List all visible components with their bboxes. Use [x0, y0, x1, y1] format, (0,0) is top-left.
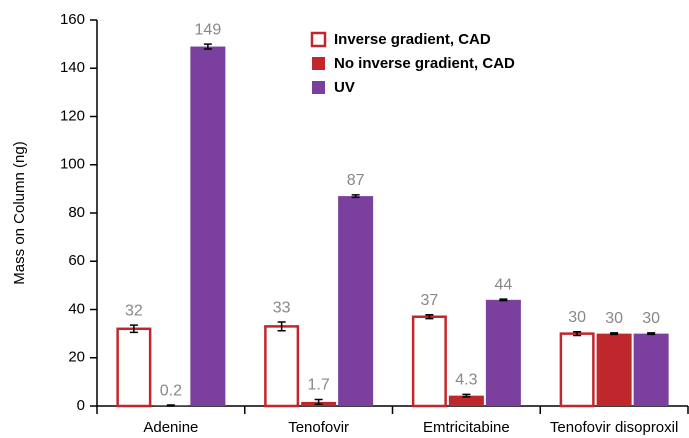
legend-swatch [310, 31, 327, 48]
value-label: 4.3 [455, 372, 477, 389]
y-tick-label: 140 [60, 59, 85, 76]
bar [485, 299, 521, 406]
x-tick-label: Tenofovir disoproxil [550, 419, 678, 436]
error-bar [573, 330, 582, 337]
y-tick-label: 120 [60, 107, 85, 124]
y-tick-label: 160 [60, 11, 85, 28]
bar [559, 332, 595, 408]
value-label: 30 [568, 309, 586, 326]
legend-label: UV [334, 79, 355, 96]
error-bar [277, 321, 286, 332]
value-label: 30 [642, 310, 660, 327]
error-bar [647, 332, 656, 336]
y-tick-label: 100 [60, 156, 85, 173]
y-tick-label: 60 [68, 252, 85, 269]
y-tick-label: 20 [68, 349, 85, 366]
error-bar [610, 332, 619, 336]
x-tick-label: Adenine [143, 419, 198, 436]
error-bar [351, 194, 360, 199]
error-bar [129, 324, 138, 334]
bar [338, 196, 374, 406]
y-tick-label: 40 [68, 300, 85, 317]
value-label: 0.2 [160, 382, 182, 399]
error-bar [166, 404, 175, 407]
bar [190, 46, 226, 406]
value-label: 44 [494, 276, 512, 293]
legend-swatch [312, 57, 325, 70]
bar [116, 327, 152, 408]
error-bar [462, 393, 471, 398]
x-tick-label: Tenofovir [288, 419, 349, 436]
bar [596, 333, 632, 406]
value-label: 33 [273, 299, 291, 316]
error-bar [425, 314, 434, 320]
value-label: 149 [195, 21, 222, 38]
bar [411, 315, 447, 408]
bar [633, 333, 669, 406]
value-label: 30 [605, 310, 623, 327]
legend-label: Inverse gradient, CAD [334, 31, 491, 48]
y-axis-title: Mass on Column (ng) [11, 141, 28, 284]
y-tick-label: 80 [68, 204, 85, 221]
legend-label: No inverse gradient, CAD [334, 55, 515, 72]
value-label: 1.7 [308, 377, 330, 394]
y-tick-label: 0 [77, 397, 85, 414]
error-bar [203, 43, 212, 50]
error-bar [499, 298, 508, 302]
legend-swatch [312, 81, 325, 94]
x-tick-label: Emtricitabine [423, 419, 510, 436]
value-label: 87 [347, 172, 365, 189]
bar [448, 395, 484, 406]
error-bar [314, 398, 323, 406]
value-label: 32 [125, 302, 143, 319]
value-label: 37 [420, 292, 438, 309]
bar [264, 325, 300, 408]
